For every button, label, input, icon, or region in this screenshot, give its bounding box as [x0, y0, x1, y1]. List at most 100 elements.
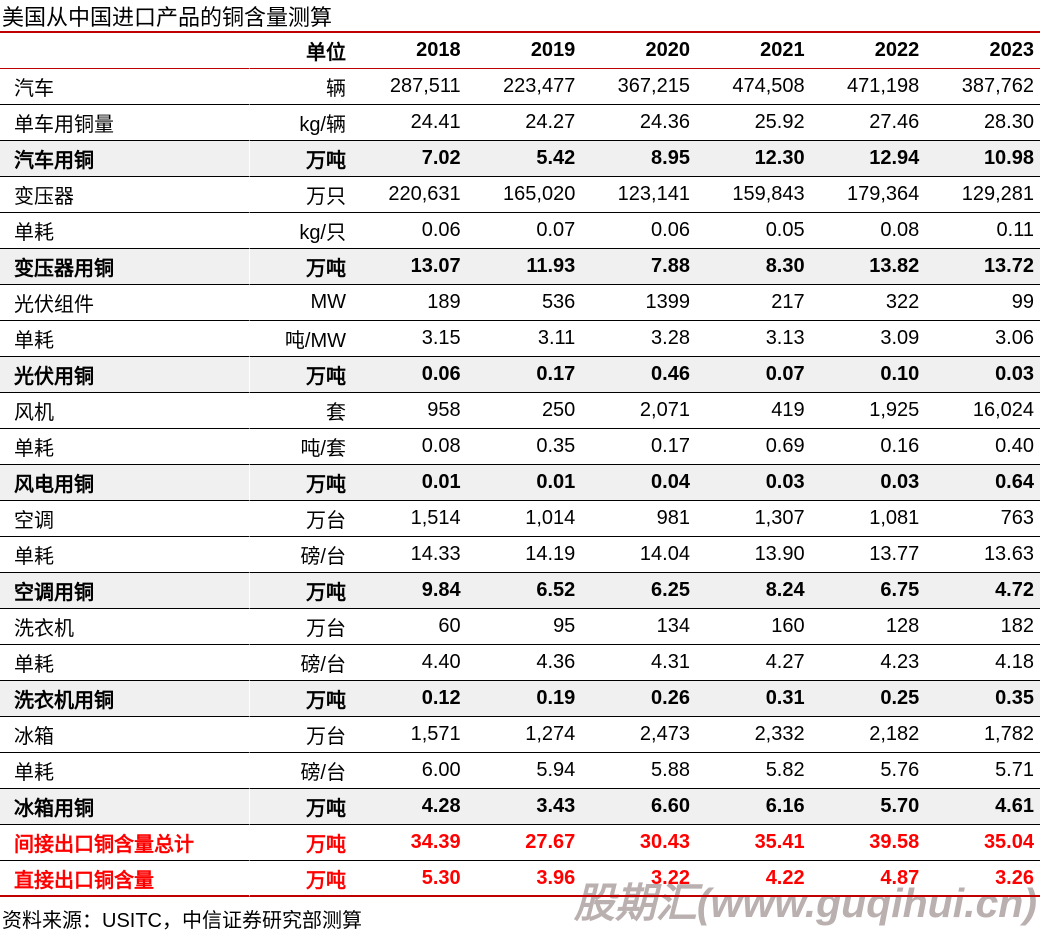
value-cell: 159,843: [695, 177, 811, 213]
value-cell: 4.40: [352, 645, 467, 681]
unit-cell: 套: [250, 393, 352, 429]
value-cell: 13.82: [810, 249, 926, 285]
value-cell: 182: [925, 609, 1040, 645]
row-label: 变压器: [0, 177, 250, 213]
table-row: 风机套 958 250 2,071 419 1,925 16,024: [0, 393, 1040, 429]
value-cell: 3.13: [695, 321, 811, 357]
value-cell: 2,071: [581, 393, 696, 429]
table-header-cell: 单位: [250, 33, 352, 69]
value-cell: 3.09: [810, 321, 926, 357]
value-cell: 39.58: [810, 825, 926, 861]
value-cell: 6.25: [581, 573, 696, 609]
value-cell: 8.24: [695, 573, 811, 609]
value-cell: 0.19: [466, 681, 582, 717]
value-cell: 1,307: [695, 501, 811, 537]
table-row: 洗衣机 万台 60 95 134 160 128 182: [0, 609, 1040, 645]
unit-cell: 万吨: [250, 249, 352, 285]
value-cell: 6.16: [695, 789, 811, 825]
value-cell: 0.06: [581, 213, 696, 249]
value-cell: 1,081: [810, 501, 926, 537]
row-label: 洗衣机用铜: [0, 681, 250, 717]
value-cell: 0.08: [810, 213, 926, 249]
copper-content-table: 单位 2018 2019 2020 2021 2022 2023 汽车辆 287,511 223…: [0, 33, 1040, 897]
value-cell: 13.07: [352, 249, 467, 285]
value-cell: 0.07: [466, 213, 582, 249]
row-label: 空调用铜: [0, 573, 250, 609]
unit-cell: 万吨: [250, 789, 352, 825]
value-cell: 9.84: [352, 573, 467, 609]
value-cell: 14.19: [466, 537, 582, 573]
table-header-cell: 2020: [581, 33, 696, 69]
value-cell: 5.88: [581, 753, 696, 789]
table-row: 洗衣机用铜 万吨 0.12 0.19 0.26 0.31 0.25 0.35: [0, 681, 1040, 717]
table-row: 变压器用铜 万吨 13.07 11.93 7.88 8.30 13.82 13.72: [0, 249, 1040, 285]
value-cell: 5.70: [810, 789, 926, 825]
table-row: 单耗 吨/MW 3.15 3.11 3.28 3.13 3.09 3.06: [0, 321, 1040, 357]
unit-cell: MW: [250, 285, 352, 321]
row-label: 单车用铜量: [0, 105, 250, 141]
value-cell: 287,511: [352, 69, 467, 105]
value-cell: 958: [352, 393, 467, 429]
table-header-cell: 2023: [925, 33, 1040, 69]
value-cell: 128: [810, 609, 926, 645]
row-label: 光伏用铜: [0, 357, 250, 393]
table-header-cell: 2022: [810, 33, 926, 69]
value-cell: 14.33: [352, 537, 467, 573]
value-cell: 13.77: [810, 537, 926, 573]
table-row: 直接出口铜含量 万吨 5.30 3.96 3.22 4.22 4.87 3.26: [0, 861, 1040, 897]
table-row: 汽车辆 287,511 223,477 367,215 474,508 471,198 38…: [0, 69, 1040, 105]
value-cell: 2,182: [810, 717, 926, 753]
value-cell: 13.63: [925, 537, 1040, 573]
value-cell: 1,274: [466, 717, 582, 753]
value-cell: 0.25: [810, 681, 926, 717]
unit-cell: 万台: [250, 501, 352, 537]
row-label: 间接出口铜含量总计: [0, 825, 250, 861]
value-cell: 4.72: [925, 573, 1040, 609]
value-cell: 4.61: [925, 789, 1040, 825]
value-cell: 165,020: [466, 177, 582, 213]
unit-cell: 磅/台: [250, 753, 352, 789]
value-cell: 0.08: [352, 429, 467, 465]
value-cell: 0.17: [466, 357, 582, 393]
value-cell: 134: [581, 609, 696, 645]
unit-cell: 磅/台: [250, 645, 352, 681]
value-cell: 7.02: [352, 141, 467, 177]
value-cell: 5.71: [925, 753, 1040, 789]
value-cell: 6.00: [352, 753, 467, 789]
value-cell: 189: [352, 285, 467, 321]
value-cell: 0.07: [695, 357, 811, 393]
unit-cell: 吨/套: [250, 429, 352, 465]
value-cell: 25.92: [695, 105, 811, 141]
value-cell: 4.27: [695, 645, 811, 681]
table-body: 汽车辆 287,511 223,477 367,215 474,508 471,198 38…: [0, 69, 1040, 897]
value-cell: 3.26: [925, 861, 1040, 897]
value-cell: 3.43: [466, 789, 582, 825]
value-cell: 3.28: [581, 321, 696, 357]
value-cell: 0.46: [581, 357, 696, 393]
value-cell: 3.15: [352, 321, 467, 357]
row-label: 单耗: [0, 645, 250, 681]
value-cell: 0.69: [695, 429, 811, 465]
value-cell: 3.22: [581, 861, 696, 897]
table-header-cell: 2021: [695, 33, 811, 69]
value-cell: 160: [695, 609, 811, 645]
table-row: 光伏用铜 万吨 0.06 0.17 0.46 0.07 0.10 0.03: [0, 357, 1040, 393]
value-cell: 16,024: [925, 393, 1040, 429]
value-cell: 95: [466, 609, 582, 645]
table-row: 空调用铜 万吨 9.84 6.52 6.25 8.24 6.75 4.72: [0, 573, 1040, 609]
value-cell: 10.98: [925, 141, 1040, 177]
value-cell: 60: [352, 609, 467, 645]
value-cell: 27.67: [466, 825, 582, 861]
unit-cell: 吨/MW: [250, 321, 352, 357]
value-cell: 0.26: [581, 681, 696, 717]
unit-cell: 万台: [250, 609, 352, 645]
value-cell: 13.90: [695, 537, 811, 573]
value-cell: 0.10: [810, 357, 926, 393]
table-header-cell: 2018: [352, 33, 467, 69]
value-cell: 0.12: [352, 681, 467, 717]
value-cell: 6.52: [466, 573, 582, 609]
table-row: 单耗 kg/只 0.06 0.07 0.06 0.05 0.08 0.11: [0, 213, 1040, 249]
value-cell: 4.28: [352, 789, 467, 825]
value-cell: 35.04: [925, 825, 1040, 861]
unit-cell: 磅/台: [250, 537, 352, 573]
